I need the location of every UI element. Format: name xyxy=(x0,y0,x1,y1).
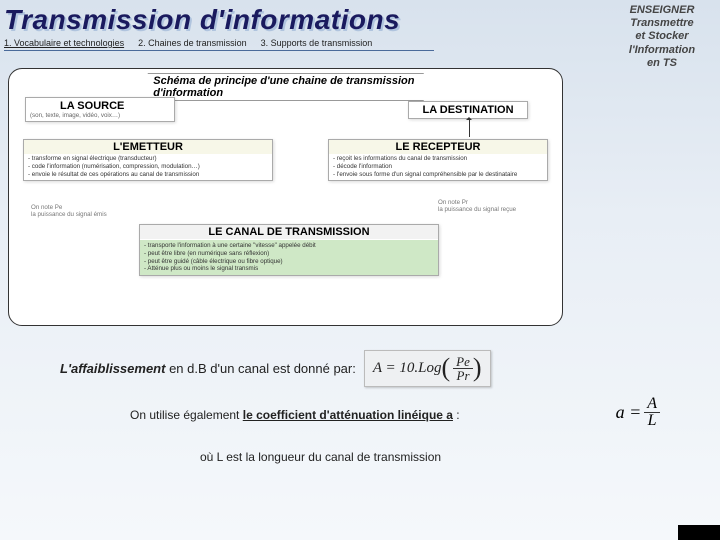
coef-b: : xyxy=(453,408,460,422)
emetteur-body: - transforme en signal électrique (trans… xyxy=(28,155,268,178)
formula-A-frac: Pe Pr xyxy=(453,355,473,382)
coef-a: On utilise également xyxy=(130,408,243,422)
page-title: Transmission d'informations xyxy=(4,4,434,36)
header-right: ENSEIGNER Transmettre et Stocker l'Infor… xyxy=(612,4,712,70)
formula-a-den: L xyxy=(645,413,660,429)
formula-a-lhs: a = xyxy=(616,402,642,423)
formula-A-lhs: A = 10.Log xyxy=(373,360,442,377)
tabs-underline xyxy=(4,50,434,51)
diagram: Schéma de principe d'une chaine de trans… xyxy=(8,68,563,326)
affaiblissement-line: L'affaiblissement en d.B d'un canal est … xyxy=(60,350,491,387)
tabs: 1. Vocabulaire et technologies 2. Chaine… xyxy=(4,38,434,49)
affaiblissement-strong: L'affaiblissement xyxy=(60,361,165,376)
formula-A: A = 10.Log ( Pe Pr ) xyxy=(364,350,491,387)
affaiblissement-text: L'affaiblissement en d.B d'un canal est … xyxy=(60,361,356,376)
hr-l4: l'Information xyxy=(612,44,712,57)
formula-a-frac: A L xyxy=(644,396,660,429)
formula-a-num: A xyxy=(644,396,660,413)
canal-body: - transporte l'information à une certain… xyxy=(140,240,438,275)
source-title: LA SOURCE xyxy=(30,100,170,112)
recepteur-body: - reçoit les informations du canal de tr… xyxy=(333,155,543,178)
tab-chaines[interactable]: 2. Chaines de transmission xyxy=(138,38,247,49)
formula-a: a = A L xyxy=(616,396,660,429)
paren-close: ) xyxy=(473,358,482,379)
hr-l1: ENSEIGNER xyxy=(612,4,712,17)
tab-supports[interactable]: 3. Supports de transmission xyxy=(261,38,373,49)
canal-box: LE CANAL DE TRANSMISSION - transporte l'… xyxy=(139,224,439,276)
hr-l3: et Stocker xyxy=(612,30,712,43)
formula-A-num: Pe xyxy=(453,355,473,369)
length-line: où L est la longueur du canal de transmi… xyxy=(200,450,441,464)
affaiblissement-rest: en d.B d'un canal est donné par: xyxy=(165,361,355,376)
tab-vocabulaire[interactable]: 1. Vocabulaire et technologies xyxy=(4,38,124,49)
note-pr: On note Pr la puissance du signal reçue xyxy=(438,199,548,214)
corner-block xyxy=(678,525,720,540)
coef-u: le coefficient d'atténuation linéique a xyxy=(243,408,453,422)
arrow-to-dest xyxy=(469,119,470,137)
diagram-title: Schéma de principe d'une chaine de trans… xyxy=(147,73,424,101)
hr-l2: Transmettre xyxy=(612,17,712,30)
paren-open: ( xyxy=(441,358,450,379)
coefficient-line: On utilise également le coefficient d'at… xyxy=(130,408,460,422)
title-area: Transmission d'informations 1. Vocabulai… xyxy=(4,4,434,51)
hr-l5: en TS xyxy=(612,57,712,70)
emetteur-box: L'EMETTEUR - transforme en signal électr… xyxy=(23,139,273,181)
canal-title: LE CANAL DE TRANSMISSION xyxy=(140,225,438,239)
note-pe: On note Pe la puissance du signal émis xyxy=(31,204,161,219)
source-box: LA SOURCE (son, texte, image, vidéo, voi… xyxy=(25,97,175,122)
recepteur-title: LE RECEPTEUR xyxy=(329,140,547,154)
formula-A-den: Pr xyxy=(454,369,473,382)
source-sub: (son, texte, image, vidéo, voix…) xyxy=(30,112,170,119)
recepteur-box: LE RECEPTEUR - reçoit les informations d… xyxy=(328,139,548,181)
emetteur-title: L'EMETTEUR xyxy=(24,140,272,154)
